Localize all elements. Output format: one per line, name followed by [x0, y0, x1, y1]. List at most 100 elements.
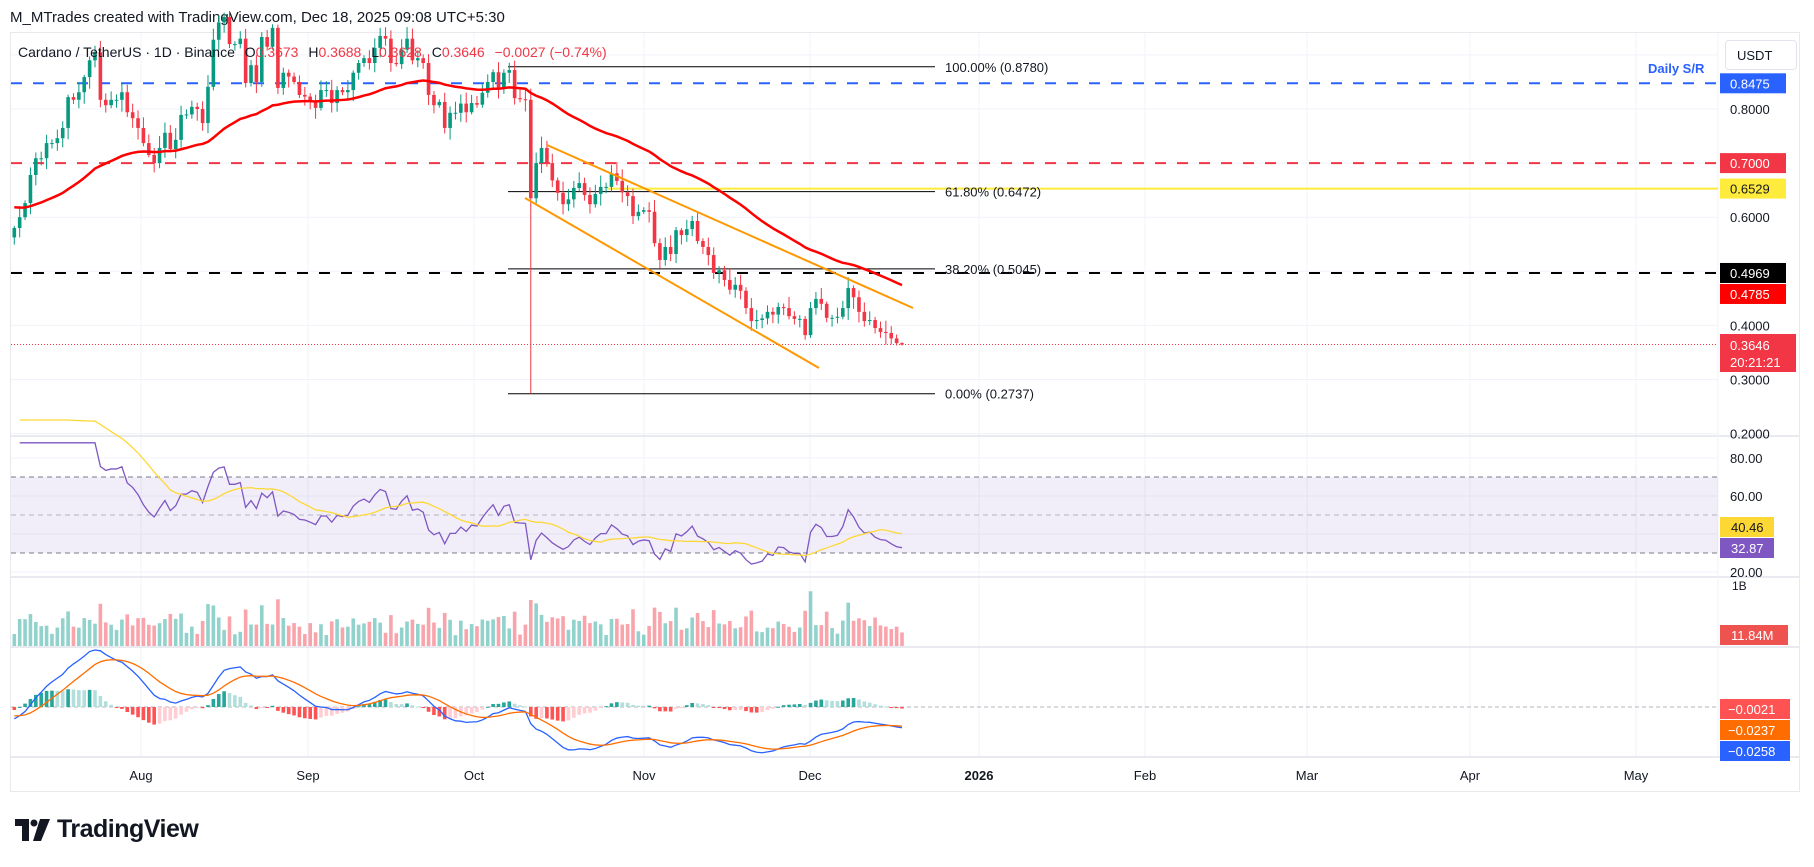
- candle-body: [593, 193, 598, 205]
- macd-histogram-bar: [819, 699, 824, 707]
- macd-histogram-bar: [647, 705, 651, 707]
- candle-body: [77, 92, 81, 100]
- candle-body: [55, 138, 60, 144]
- volume-bar: [141, 617, 146, 646]
- macd-histogram-bar: [152, 707, 156, 725]
- macd-histogram-bar: [405, 703, 409, 707]
- volume-bar: [674, 607, 678, 646]
- volume-bar: [329, 621, 334, 646]
- candlestick-series: [12, 10, 904, 394]
- volume-bar: [227, 616, 232, 646]
- volume-bar: [894, 626, 899, 646]
- macd-histogram-bar: [87, 689, 92, 707]
- time-axis-label: Apr: [1460, 768, 1481, 783]
- volume-bar: [303, 634, 307, 646]
- volume-bar: [733, 628, 738, 646]
- volume-bar: [485, 620, 490, 646]
- candle-body: [658, 243, 662, 260]
- candle-body: [329, 90, 334, 104]
- candle-body: [668, 246, 673, 254]
- macd-histogram-bar: [797, 703, 802, 707]
- macd-histogram-bar: [249, 705, 253, 707]
- channel-lower-line[interactable]: [524, 197, 820, 369]
- candle-body: [367, 58, 372, 64]
- candle-body: [157, 147, 162, 164]
- macd-histogram-tag-bg: [1720, 699, 1790, 719]
- current-price-tag: 0.3646: [1730, 338, 1770, 353]
- volume-bar: [528, 600, 533, 646]
- volume-bar: [351, 618, 356, 646]
- candle-body: [771, 311, 775, 315]
- candle-body: [93, 52, 97, 61]
- macd-histogram-bar: [303, 707, 307, 719]
- candle-body: [598, 186, 603, 194]
- candle-body: [507, 70, 512, 73]
- chart-frame: [10, 32, 1800, 792]
- volume-bar: [469, 624, 474, 646]
- grid: [11, 33, 1718, 757]
- volume-bar: [754, 631, 759, 646]
- macd-histogram-bar: [222, 691, 226, 707]
- macd-histogram-bar: [233, 695, 237, 707]
- macd-histogram-bar: [141, 707, 146, 721]
- volume-bar: [34, 621, 38, 646]
- macd-histogram-bar: [641, 705, 646, 707]
- volume-bar: [163, 619, 167, 646]
- macd-histogram-bar: [550, 707, 555, 720]
- candle-body: [528, 99, 533, 199]
- volume-bar: [464, 629, 469, 646]
- currency-button[interactable]: USDT: [1725, 40, 1797, 70]
- rsi-ma-tag: 40.46: [1731, 520, 1764, 535]
- macd-histogram-bar: [776, 706, 781, 708]
- volume-bar: [819, 625, 824, 646]
- volume-bar: [405, 621, 409, 646]
- volume-bar: [28, 614, 33, 646]
- candle-body: [550, 163, 555, 181]
- rsi-tick-label: 20.00: [1730, 565, 1763, 580]
- macd-histogram-bar: [464, 707, 469, 716]
- volume-bar: [459, 620, 463, 646]
- candle-body: [152, 154, 156, 164]
- candle-body: [281, 72, 286, 88]
- candle-body: [835, 316, 840, 318]
- candle-body: [701, 241, 705, 247]
- macd-histogram-bar: [394, 704, 399, 707]
- macd-histogram-bar: [625, 702, 630, 707]
- close-label: C: [431, 44, 442, 60]
- volume-bar: [609, 618, 614, 646]
- volume-bar: [77, 627, 81, 646]
- candle-body: [346, 90, 350, 93]
- volume-bar: [738, 627, 743, 646]
- macd-histogram-bar: [841, 700, 845, 707]
- level-price-tag: 0.7000: [1730, 156, 1770, 171]
- candle-body: [184, 114, 189, 116]
- volume-bar: [114, 629, 119, 646]
- volume-bar: [534, 603, 538, 646]
- candle-body: [604, 186, 608, 188]
- symbol-name[interactable]: Cardano / TetherUS · 1D · Binance: [18, 44, 235, 60]
- candle-body: [496, 72, 501, 88]
- channel-upper-line[interactable]: [546, 144, 914, 309]
- volume-bar: [867, 626, 872, 646]
- volume-bar: [550, 617, 555, 646]
- fib-level-label: 61.80% (0.6472): [945, 185, 1041, 200]
- volume-bar: [496, 617, 501, 646]
- volume-bar: [851, 620, 856, 646]
- macd-histogram-bar: [383, 699, 388, 707]
- macd-histogram-bar: [120, 707, 124, 709]
- candle-body: [12, 228, 17, 238]
- macd-histogram-bar: [604, 706, 608, 708]
- volume-bar: [695, 612, 700, 646]
- volume-bar: [878, 625, 883, 646]
- volume-bar: [17, 618, 22, 646]
- macd-histogram-bar: [792, 704, 797, 707]
- high-label: H: [308, 44, 319, 60]
- price-tick-label: 0.6000: [1730, 210, 1770, 225]
- volume-bar: [421, 624, 425, 646]
- volume-bar: [518, 634, 522, 646]
- macd-histogram-bar: [276, 707, 280, 711]
- macd-histogram-bar: [297, 707, 302, 718]
- candle-body: [749, 308, 754, 322]
- macd-histogram-bar: [367, 703, 372, 707]
